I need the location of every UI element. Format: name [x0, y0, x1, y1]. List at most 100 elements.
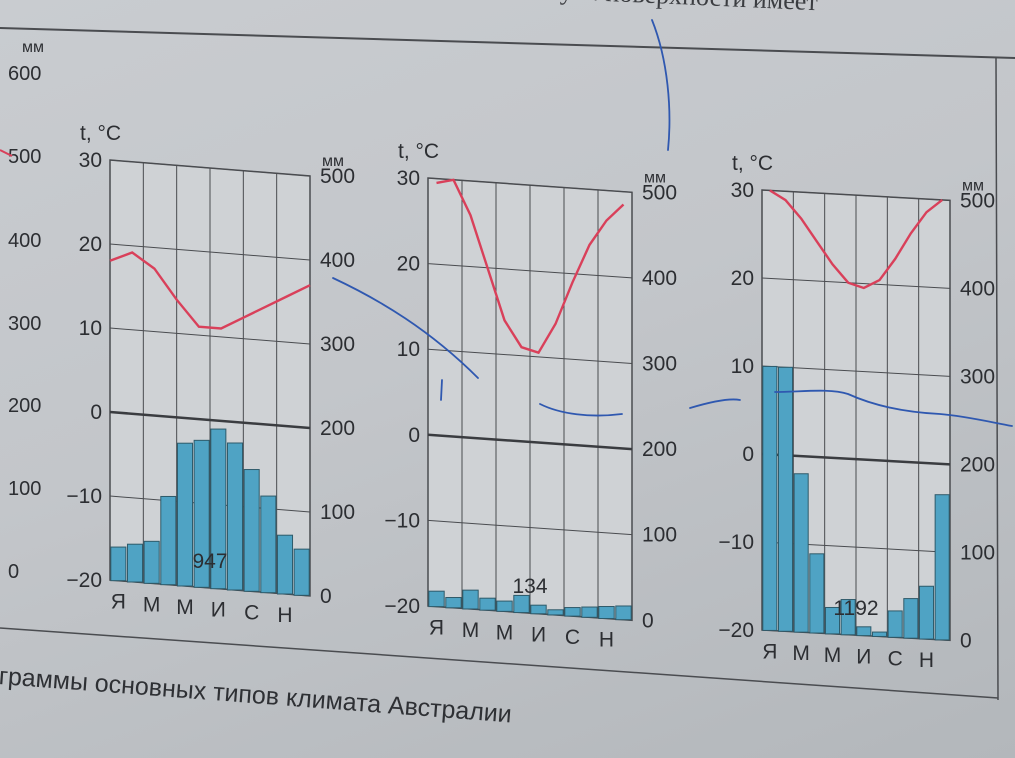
- grid-line-horizontal: [761, 365, 951, 377]
- precipitation-bar: [193, 439, 210, 588]
- precipitation-bar: [513, 594, 530, 614]
- annual-precipitation-label: 134: [512, 575, 547, 598]
- partial-unit-label: мм: [22, 39, 44, 56]
- temperature-tick-label: 0: [742, 443, 754, 466]
- annual-precipitation-label: 1192: [833, 597, 878, 620]
- temperature-tick-label: 30: [79, 149, 102, 172]
- partial-tick-label: 400: [8, 230, 41, 252]
- month-label: Н: [277, 604, 292, 627]
- grid-line-horizontal: [427, 519, 633, 536]
- temperature-tick-label: −20: [384, 595, 420, 618]
- month-label: С: [888, 647, 903, 670]
- month-label: С: [244, 601, 259, 624]
- temperature-tick-label: 10: [731, 355, 754, 378]
- partial-tick-label: 300: [8, 313, 41, 335]
- precipitation-tick-label: 400: [642, 267, 677, 290]
- precipitation-bar: [110, 546, 127, 582]
- precipitation-tick-label: 200: [960, 453, 995, 476]
- precipitation-bar: [260, 495, 277, 594]
- grid-line-horizontal: [761, 189, 951, 201]
- annual-precipitation-label: 947: [192, 550, 227, 573]
- precipitation-bar: [793, 473, 809, 633]
- temperature-tick-label: −20: [718, 619, 754, 642]
- precipitation-unit-label: мм: [962, 177, 984, 194]
- precipitation-bar: [856, 626, 872, 637]
- month-label: М: [143, 593, 161, 616]
- precipitation-tick-label: 100: [642, 524, 677, 547]
- partial-left-axis: мм 600 500 400 300 200 100 0: [0, 39, 44, 583]
- precipitation-bar: [598, 606, 615, 619]
- precipitation-bar: [918, 585, 935, 640]
- month-label: М: [792, 642, 810, 665]
- pen-stroke: [440, 379, 443, 401]
- pen-stroke: [332, 277, 479, 379]
- temperature-tick-label: 0: [90, 401, 102, 424]
- precipitation-bar: [445, 597, 462, 609]
- precipitation-bar: [887, 610, 903, 638]
- partial-tick-label: 500: [8, 146, 41, 168]
- precipitation-tick-label: 500: [960, 189, 995, 212]
- grid-line-horizontal: [109, 243, 311, 261]
- pen-stroke: [689, 398, 741, 409]
- precipitation-bar: [462, 589, 479, 610]
- partial-tick-label: 600: [8, 63, 41, 85]
- precipitation-bar: [210, 428, 227, 590]
- zero-line: [761, 452, 951, 466]
- precipitation-bar: [530, 604, 547, 615]
- month-label: Я: [429, 617, 444, 640]
- precipitation-bar: [126, 543, 144, 583]
- precipitation-tick-label: 400: [960, 277, 995, 300]
- precipitation-bar: [840, 599, 856, 636]
- partial-tick-label: 100: [8, 478, 41, 500]
- precipitation-tick-label: 100: [320, 501, 355, 524]
- precipitation-bar: [243, 469, 260, 592]
- temperature-tick-label: −20: [66, 569, 102, 592]
- temperature-tick-label: −10: [718, 531, 754, 554]
- temperature-line: [109, 251, 311, 330]
- precipitation-bar: [547, 609, 564, 616]
- pen-marks: [332, 19, 1013, 427]
- precipitation-bar: [762, 365, 778, 631]
- precipitation-bar: [809, 553, 825, 634]
- frame-right-line: [995, 57, 999, 701]
- temperature-tick-label: 0: [408, 424, 420, 447]
- precipitation-bar: [581, 606, 598, 618]
- precipitation-unit-label: мм: [644, 169, 666, 186]
- precipitation-tick-label: 200: [642, 438, 677, 461]
- temperature-tick-label: 10: [79, 317, 102, 340]
- grid-line-horizontal: [109, 159, 311, 177]
- month-label: И: [531, 624, 546, 647]
- month-label: М: [496, 621, 514, 644]
- precipitation-bar: [143, 540, 160, 584]
- precipitation-tick-label: 500: [320, 165, 355, 188]
- precipitation-bar: [824, 606, 841, 635]
- month-label: Н: [919, 649, 934, 672]
- temperature-tick-label: 30: [731, 179, 754, 202]
- precipitation-bar: [276, 534, 294, 595]
- precipitation-tick-label: 200: [320, 417, 355, 440]
- temperature-tick-label: −10: [384, 509, 420, 532]
- precipitation-bar: [564, 607, 581, 617]
- partial-tick-label: 200: [8, 395, 41, 417]
- partial-tick-label: 0: [8, 561, 19, 583]
- precipitation-tick-label: 100: [960, 541, 995, 564]
- partial-temp-line: [0, 149, 13, 157]
- precipitation-tick-label: 300: [960, 365, 995, 388]
- precipitation-bar: [934, 494, 950, 641]
- temperature-unit-label: t, °C: [398, 140, 439, 163]
- grid-line-horizontal: [761, 541, 951, 553]
- temperature-tick-label: −10: [66, 485, 102, 508]
- month-label: Я: [762, 640, 777, 663]
- zero-line: [109, 410, 311, 430]
- zero-line: [427, 433, 633, 451]
- precipitation-bar: [160, 495, 177, 586]
- precipitation-tick-label: 0: [320, 585, 332, 608]
- temperature-tick-label: 20: [397, 253, 420, 276]
- precipitation-bar: [428, 590, 445, 608]
- grid-line-horizontal: [761, 277, 951, 289]
- precipitation-bar: [176, 442, 194, 587]
